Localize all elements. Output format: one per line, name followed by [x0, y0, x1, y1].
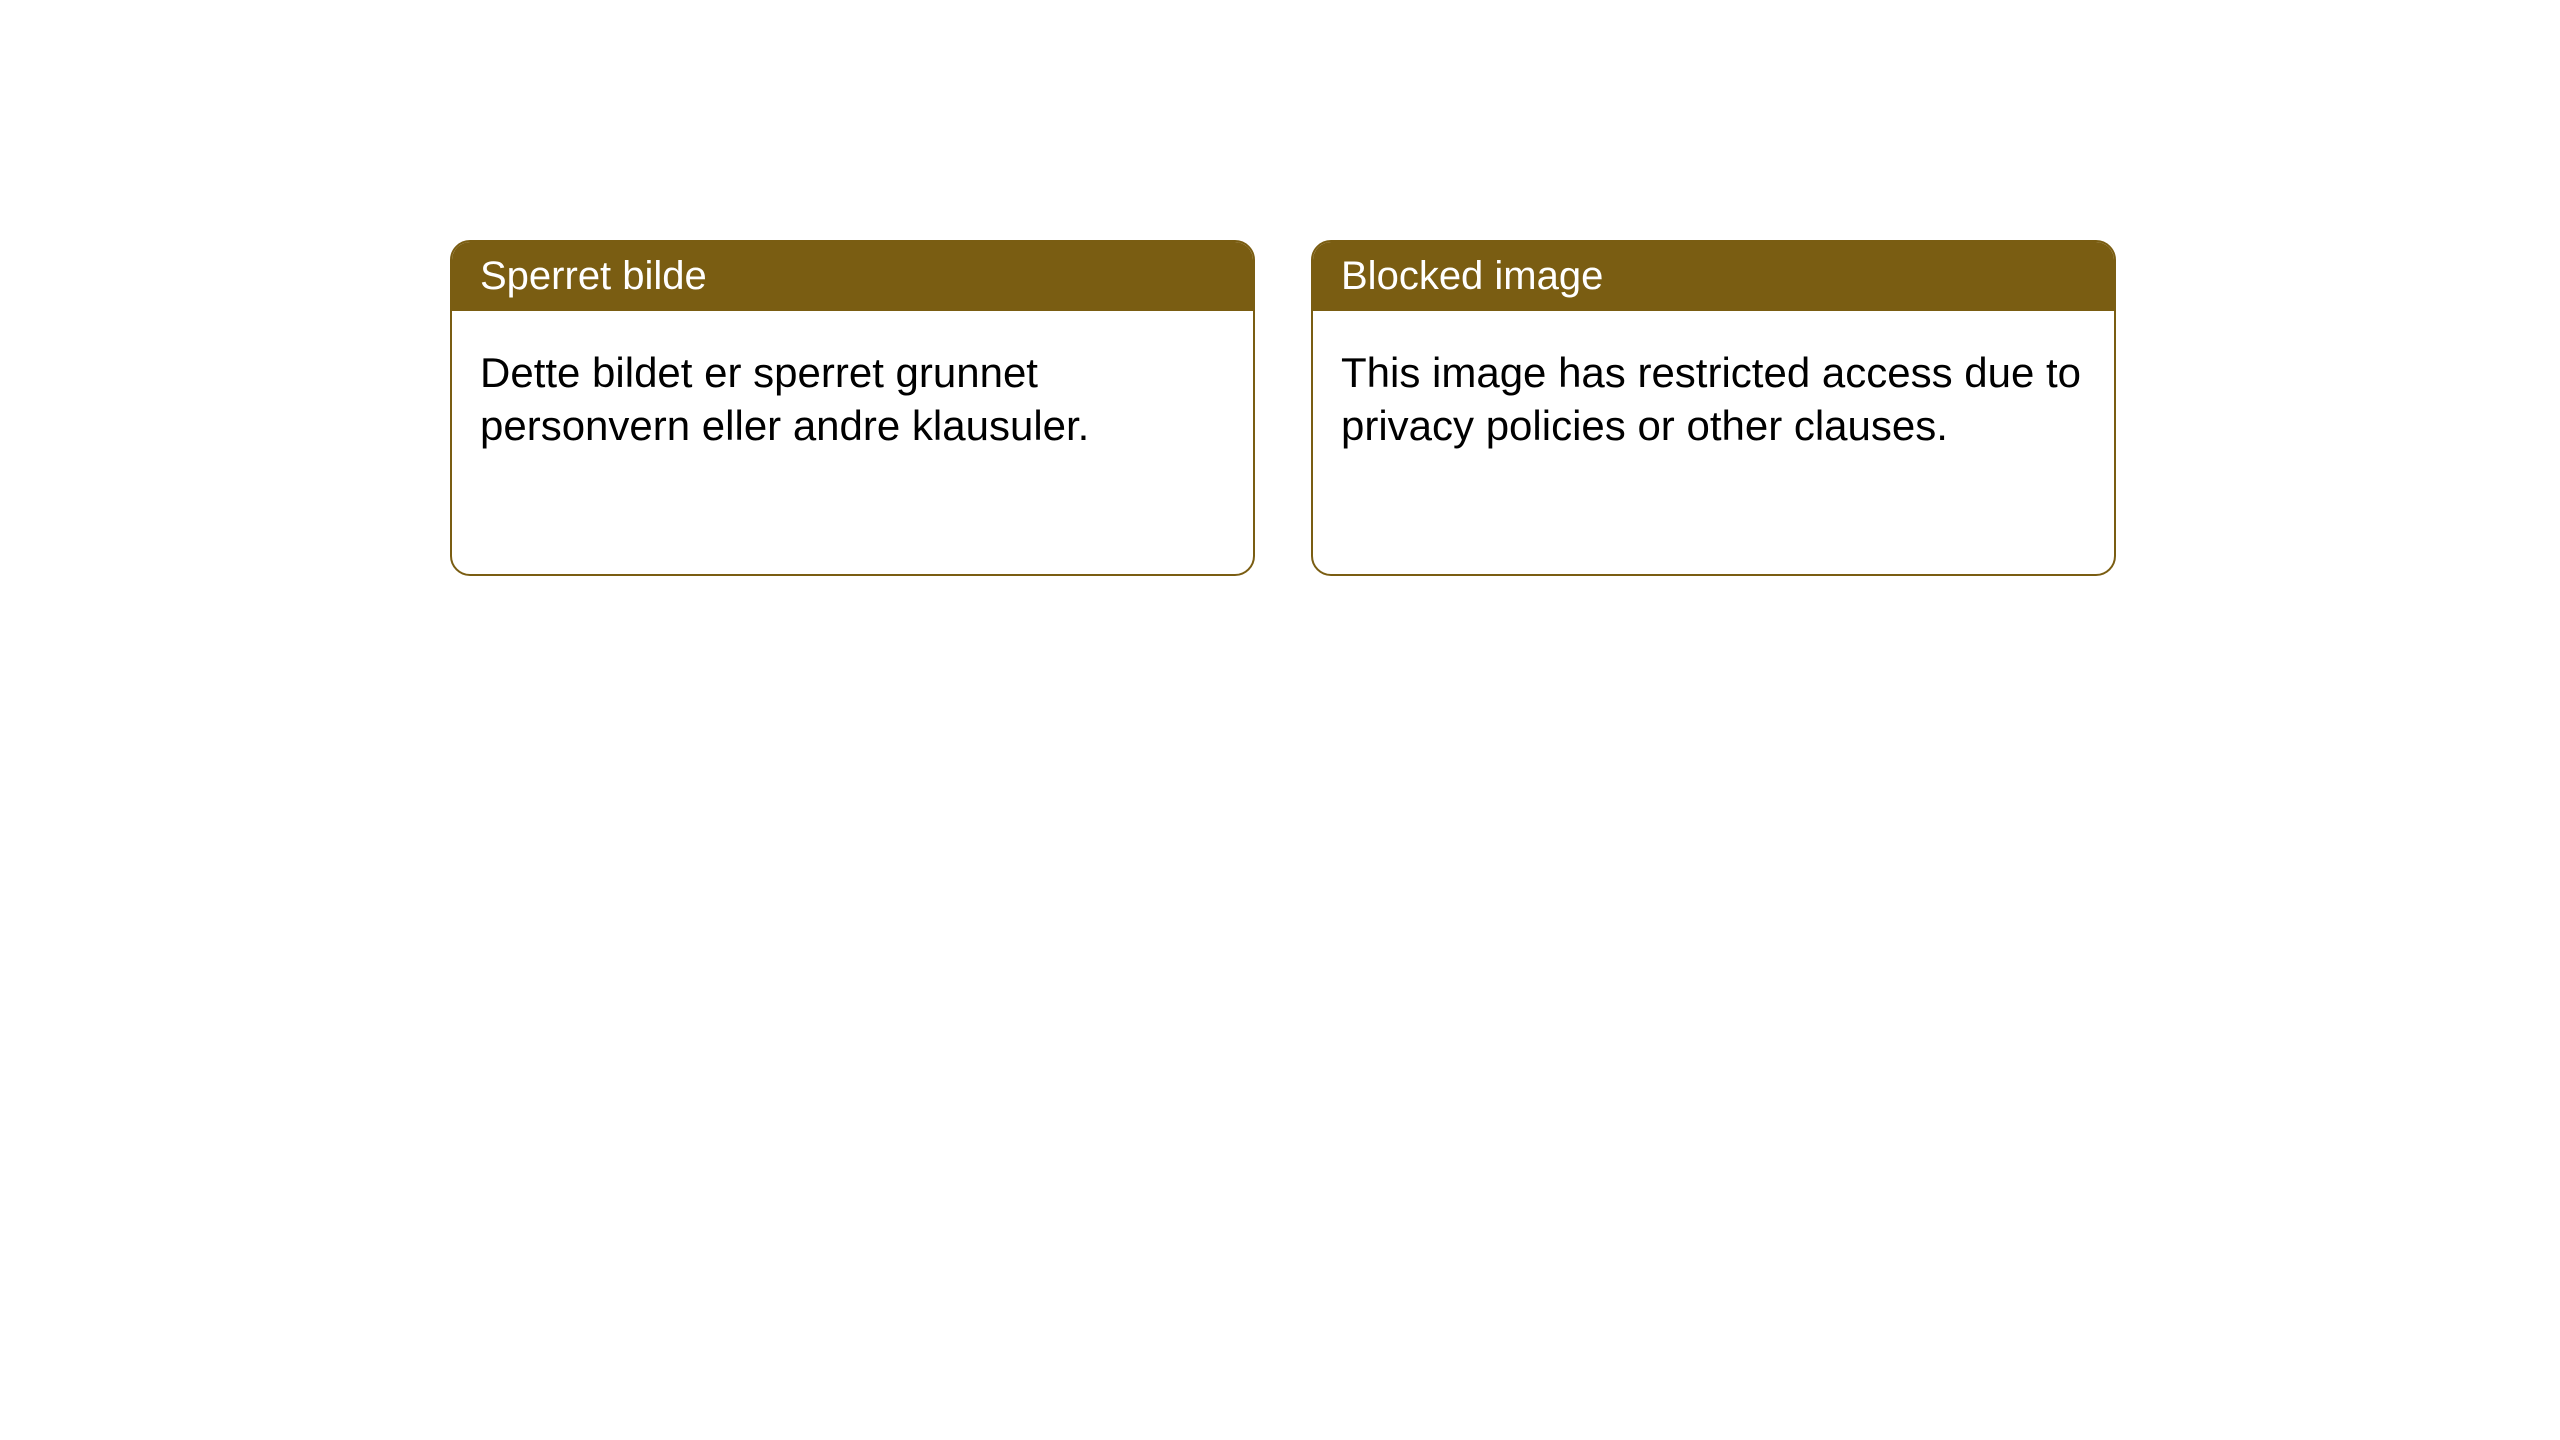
notice-body-text: This image has restricted access due to … — [1341, 349, 2081, 449]
notice-body: This image has restricted access due to … — [1313, 311, 2114, 488]
notice-card-norwegian: Sperret bilde Dette bildet er sperret gr… — [450, 240, 1255, 576]
notice-header: Blocked image — [1313, 242, 2114, 311]
notice-body-text: Dette bildet er sperret grunnet personve… — [480, 349, 1089, 449]
notice-card-english: Blocked image This image has restricted … — [1311, 240, 2116, 576]
notice-title: Blocked image — [1341, 254, 1603, 298]
notice-body: Dette bildet er sperret grunnet personve… — [452, 311, 1253, 488]
notice-title: Sperret bilde — [480, 254, 707, 298]
notice-header: Sperret bilde — [452, 242, 1253, 311]
notice-container: Sperret bilde Dette bildet er sperret gr… — [0, 0, 2560, 576]
